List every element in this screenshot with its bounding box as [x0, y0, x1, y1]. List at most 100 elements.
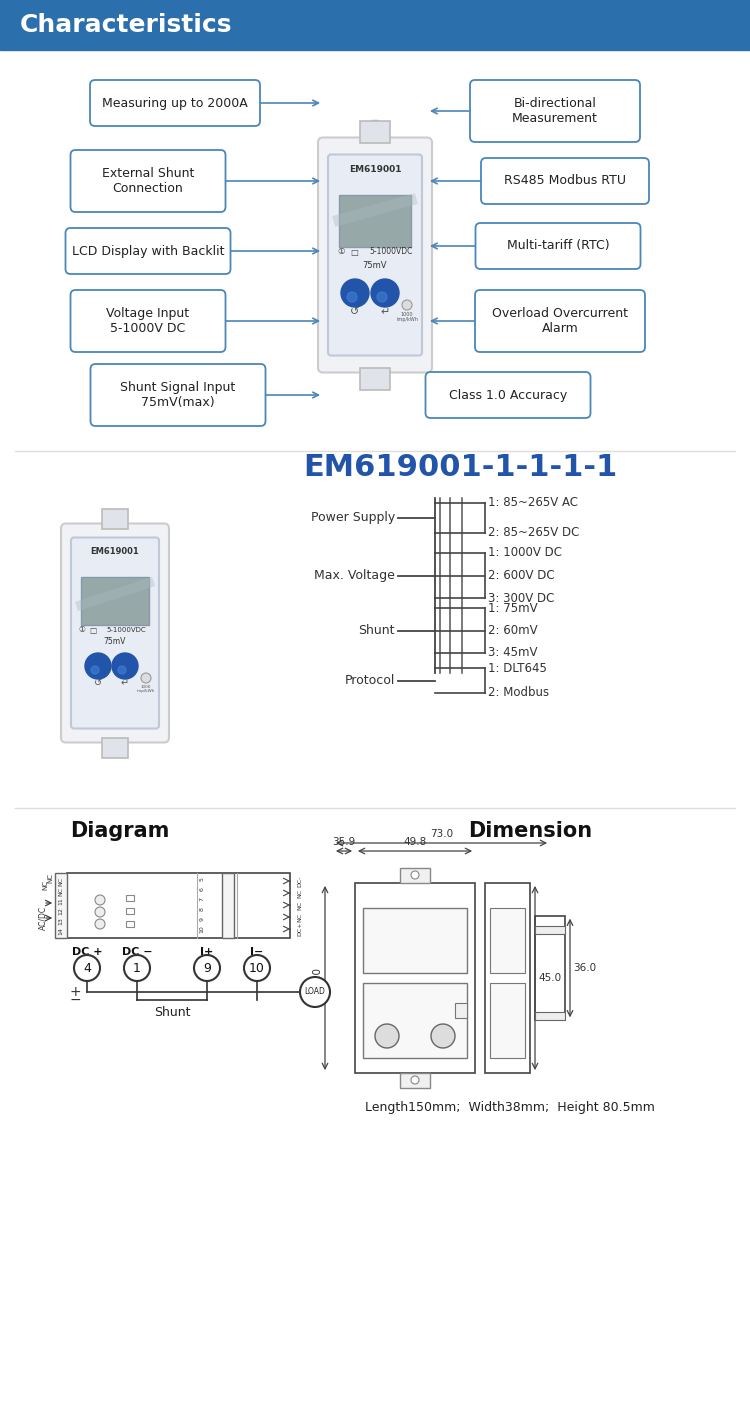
- Circle shape: [194, 955, 220, 981]
- Text: −: −: [69, 993, 81, 1007]
- Circle shape: [411, 1076, 419, 1085]
- Text: ↵: ↵: [380, 307, 390, 317]
- Text: ↺: ↺: [94, 678, 102, 687]
- Bar: [535, 926, 565, 934]
- FancyBboxPatch shape: [475, 290, 645, 352]
- Bar: [355, 882, 475, 1073]
- Text: 12: 12: [58, 908, 64, 915]
- Text: ↵: ↵: [121, 678, 129, 687]
- Text: EM619001: EM619001: [349, 166, 401, 174]
- Circle shape: [118, 666, 126, 673]
- Bar: [400, 868, 430, 882]
- Circle shape: [375, 1024, 399, 1048]
- Text: 11: 11: [58, 897, 64, 905]
- Text: RS485 Modbus RTU: RS485 Modbus RTU: [504, 174, 626, 188]
- Text: 75mV: 75mV: [363, 261, 387, 269]
- FancyBboxPatch shape: [318, 137, 432, 373]
- Bar: [102, 738, 128, 758]
- Circle shape: [300, 976, 330, 1007]
- Circle shape: [95, 919, 105, 929]
- Bar: [81, 577, 149, 624]
- Text: I+: I+: [200, 947, 214, 957]
- Text: External Shunt
Connection: External Shunt Connection: [102, 167, 194, 195]
- Circle shape: [402, 300, 412, 310]
- Text: Multi-tariff (RTC): Multi-tariff (RTC): [507, 240, 609, 253]
- Text: 2: 85~265V DC: 2: 85~265V DC: [488, 526, 579, 540]
- Bar: [0, 0, 750, 51]
- Text: Class 1.0 Accuracy: Class 1.0 Accuracy: [448, 389, 567, 401]
- Text: NC: NC: [47, 873, 53, 882]
- Text: 5-1000VDC: 5-1000VDC: [106, 627, 146, 633]
- Text: 45.0: 45.0: [538, 974, 561, 984]
- Circle shape: [341, 279, 369, 307]
- Text: 1000
imp/kWh: 1000 imp/kWh: [396, 311, 418, 323]
- Text: LCD Display with Backlit: LCD Display with Backlit: [72, 244, 224, 258]
- Text: Characteristics: Characteristics: [20, 13, 232, 36]
- Circle shape: [91, 666, 99, 673]
- Bar: [102, 508, 128, 529]
- Text: 9: 9: [200, 918, 205, 920]
- Text: Shunt: Shunt: [154, 1006, 190, 1019]
- Text: 35.9: 35.9: [332, 838, 356, 847]
- Text: 3: 45mV: 3: 45mV: [488, 647, 538, 659]
- Text: NC: NC: [298, 901, 302, 909]
- Text: AC/DC: AC/DC: [38, 906, 47, 930]
- Bar: [490, 908, 525, 974]
- FancyBboxPatch shape: [70, 150, 226, 212]
- Circle shape: [95, 895, 105, 905]
- Text: 10: 10: [249, 961, 265, 975]
- Text: NC: NC: [298, 912, 302, 922]
- Text: 14: 14: [58, 927, 64, 934]
- Text: 3: 300V DC: 3: 300V DC: [488, 592, 554, 605]
- Circle shape: [141, 673, 151, 683]
- Text: ↺: ↺: [350, 307, 360, 317]
- Text: NC: NC: [298, 888, 302, 898]
- Text: 8: 8: [200, 908, 205, 911]
- FancyBboxPatch shape: [65, 229, 230, 274]
- Text: Max. Voltage: Max. Voltage: [314, 570, 395, 582]
- Text: 73.0: 73.0: [430, 829, 453, 839]
- Text: 5-1000VDC: 5-1000VDC: [369, 247, 413, 257]
- Circle shape: [95, 906, 105, 918]
- Bar: [126, 895, 134, 901]
- Text: +: +: [69, 985, 81, 999]
- Text: Length150mm;  Width38mm;  Height 80.5mm: Length150mm; Width38mm; Height 80.5mm: [365, 1101, 655, 1114]
- Text: Power Supply: Power Supply: [310, 512, 395, 525]
- Bar: [490, 984, 525, 1058]
- Text: Dimension: Dimension: [468, 821, 592, 840]
- FancyBboxPatch shape: [61, 523, 169, 742]
- Text: Overload Overcurrent
Alarm: Overload Overcurrent Alarm: [492, 307, 628, 335]
- Text: NC: NC: [58, 877, 64, 885]
- Text: 2: Modbus: 2: Modbus: [488, 686, 549, 700]
- Text: Measuring up to 2000A: Measuring up to 2000A: [102, 97, 248, 109]
- Bar: [126, 920, 134, 927]
- Circle shape: [124, 955, 150, 981]
- Bar: [360, 121, 390, 143]
- Text: DC +: DC +: [72, 947, 102, 957]
- Circle shape: [244, 955, 270, 981]
- Text: 4: 4: [83, 961, 91, 975]
- Text: 2: 600V DC: 2: 600V DC: [488, 570, 554, 582]
- Text: 7: 7: [200, 897, 205, 901]
- Text: 13: 13: [58, 918, 64, 925]
- Bar: [55, 873, 67, 939]
- Bar: [400, 1073, 430, 1087]
- FancyBboxPatch shape: [71, 537, 159, 728]
- FancyBboxPatch shape: [425, 372, 590, 418]
- Text: Bi-directional
Measurement: Bi-directional Measurement: [512, 97, 598, 125]
- Text: 5: 5: [200, 877, 205, 881]
- Bar: [360, 368, 390, 390]
- Circle shape: [112, 652, 138, 679]
- Text: NC: NC: [42, 880, 48, 890]
- Bar: [535, 916, 565, 1020]
- FancyBboxPatch shape: [70, 290, 226, 352]
- Bar: [535, 1012, 565, 1020]
- Text: 90.0: 90.0: [312, 967, 322, 989]
- Text: 9: 9: [203, 961, 211, 975]
- Circle shape: [371, 279, 399, 307]
- FancyBboxPatch shape: [91, 363, 266, 427]
- Circle shape: [431, 1024, 455, 1048]
- Text: DC+: DC+: [298, 922, 302, 936]
- Text: 10: 10: [200, 925, 205, 933]
- Text: 1: DLT645: 1: DLT645: [488, 661, 547, 675]
